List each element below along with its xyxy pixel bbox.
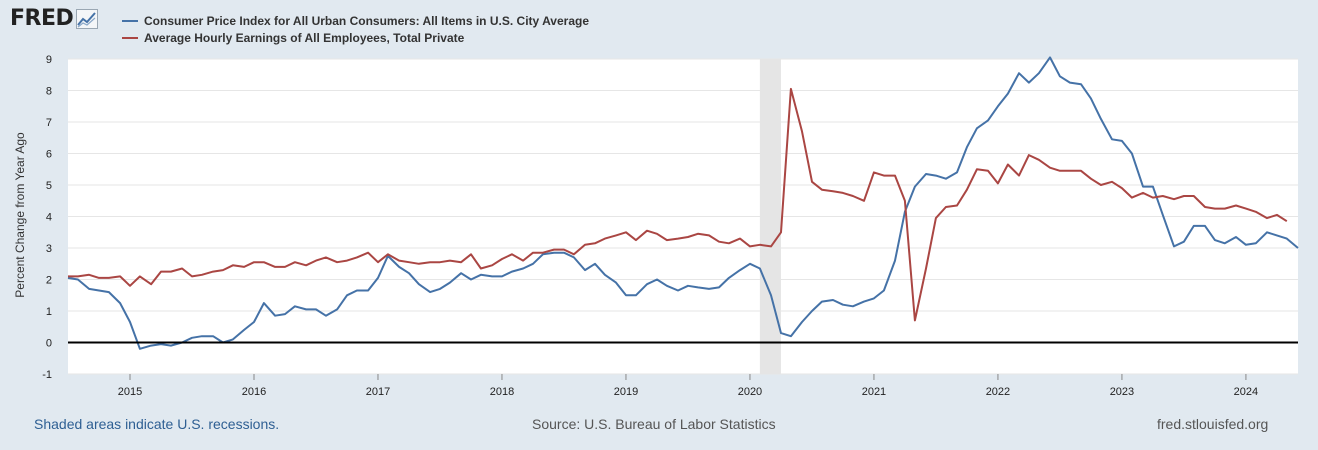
legend-label-cpi: Consumer Price Index for All Urban Consu… (144, 13, 589, 28)
y-tick-label: 7 (46, 117, 52, 129)
recession-shading (759, 59, 781, 374)
recession-note-link[interactable]: Shaded areas indicate U.S. recessions. (34, 416, 280, 432)
series-line-earnings (68, 87, 1288, 322)
y-tick-label: 9 (46, 54, 52, 66)
y-tick-labels: -1 0 1 2 3 4 5 6 7 8 9 (42, 54, 52, 381)
fred-logo[interactable]: FRED (10, 6, 99, 31)
y-tick-label: -1 (42, 369, 52, 381)
legend-swatch-earnings (122, 36, 138, 39)
site-url[interactable]: fred.stlouisfed.org (1157, 416, 1269, 432)
y-tick-label: 0 (46, 338, 52, 350)
recession-bar (759, 59, 781, 374)
legend-item-earnings[interactable]: Average Hourly Earnings of All Employees… (122, 29, 589, 46)
logo-text: FRED (10, 6, 74, 31)
gridlines (68, 58, 1298, 375)
y-tick-label: 2 (46, 275, 52, 287)
chart-legend: Consumer Price Index for All Urban Consu… (122, 12, 589, 46)
x-tick-label: 2019 (614, 386, 638, 398)
y-tick-label: 1 (46, 306, 52, 318)
x-tick-label: 2020 (738, 386, 762, 398)
x-tick-label: 2024 (1234, 386, 1258, 398)
legend-label-earnings: Average Hourly Earnings of All Employees… (144, 30, 465, 45)
series-lines (67, 56, 1299, 350)
y-tick-label: 8 (46, 86, 52, 98)
trend-chart-icon (76, 8, 99, 29)
legend-item-cpi[interactable]: Consumer Price Index for All Urban Consu… (122, 12, 589, 29)
y-tick-label: 6 (46, 149, 52, 161)
y-tick-label: 5 (46, 180, 52, 192)
y-tick-label: 4 (46, 212, 52, 224)
x-tick-label: 2023 (1110, 386, 1134, 398)
x-tick-labels: 2015 2016 2017 2018 2019 2020 2021 2022 2023 2024 (118, 374, 1258, 398)
x-tick-label: 2021 (862, 386, 886, 398)
x-tick-label: 2018 (490, 386, 514, 398)
x-tick-label: 2022 (986, 386, 1010, 398)
x-tick-label: 2016 (242, 386, 266, 398)
y-tick-label: 3 (46, 243, 52, 255)
x-tick-label: 2015 (118, 386, 142, 398)
source-text: Source: U.S. Bureau of Labor Statistics (532, 416, 776, 432)
legend-swatch-cpi (122, 19, 138, 22)
x-tick-label: 2017 (366, 386, 390, 398)
series-line-cpi (67, 56, 1299, 350)
